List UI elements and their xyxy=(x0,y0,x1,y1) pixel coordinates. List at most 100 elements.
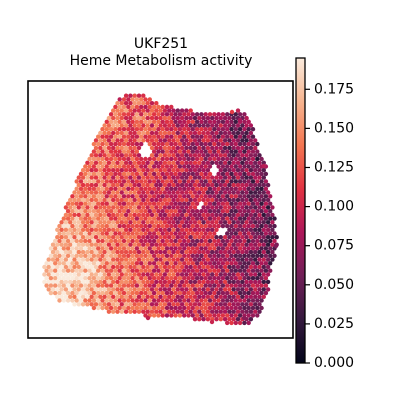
spot xyxy=(91,201,97,206)
spot xyxy=(218,294,223,299)
spot xyxy=(218,182,223,188)
spot xyxy=(248,145,254,151)
spot xyxy=(102,264,107,270)
spot xyxy=(104,283,110,288)
spot xyxy=(134,305,140,311)
spot xyxy=(123,212,129,218)
spot xyxy=(186,261,191,266)
spot xyxy=(156,164,161,169)
spot xyxy=(156,261,161,266)
spot xyxy=(164,283,170,288)
spot xyxy=(212,186,217,191)
spot xyxy=(143,97,148,102)
spot xyxy=(177,149,183,154)
spot xyxy=(117,290,122,296)
spot xyxy=(85,264,90,270)
spot xyxy=(242,164,247,169)
spot xyxy=(169,141,174,147)
spot xyxy=(220,283,226,288)
spot xyxy=(130,253,135,258)
spot xyxy=(231,242,236,247)
spot xyxy=(240,212,245,218)
spot xyxy=(102,205,107,210)
spot xyxy=(104,134,110,139)
spot xyxy=(199,246,204,251)
spot xyxy=(235,175,241,180)
colorbar xyxy=(295,57,306,364)
spot xyxy=(121,268,127,273)
spot xyxy=(143,186,148,191)
spot xyxy=(190,209,195,214)
spot xyxy=(139,186,144,191)
spot xyxy=(147,104,152,110)
spot xyxy=(128,108,133,113)
spot xyxy=(257,220,262,225)
spot xyxy=(235,130,241,136)
spot xyxy=(173,149,178,154)
spot xyxy=(222,160,228,165)
spot xyxy=(89,227,94,232)
spot xyxy=(182,149,187,154)
spot xyxy=(244,145,249,151)
spot xyxy=(87,164,92,169)
spot xyxy=(240,168,245,173)
spot xyxy=(225,134,230,139)
spot xyxy=(119,235,125,240)
spot xyxy=(162,197,168,203)
spot xyxy=(225,201,230,206)
spot xyxy=(194,246,200,251)
spot xyxy=(190,127,195,132)
spot xyxy=(145,212,150,218)
spot xyxy=(83,253,88,258)
spot xyxy=(141,294,146,299)
spot xyxy=(102,227,107,232)
spot xyxy=(78,201,84,206)
spot xyxy=(130,231,135,236)
spot xyxy=(136,168,142,173)
spot xyxy=(227,257,232,262)
spot xyxy=(139,276,144,281)
spot xyxy=(44,283,49,288)
spot xyxy=(158,257,163,262)
spot xyxy=(212,134,217,139)
spot xyxy=(160,276,165,281)
spot xyxy=(83,201,88,206)
spot xyxy=(250,276,256,281)
spot xyxy=(42,264,47,270)
spot xyxy=(235,108,241,113)
spot xyxy=(141,264,146,270)
spot xyxy=(50,249,56,255)
spot xyxy=(139,201,144,206)
spot xyxy=(145,197,150,203)
spot xyxy=(179,264,185,270)
spot xyxy=(63,227,69,232)
spot xyxy=(233,320,238,326)
spot xyxy=(270,205,275,210)
spot xyxy=(100,223,105,229)
spot xyxy=(201,153,206,158)
spot xyxy=(201,294,206,299)
spot xyxy=(53,238,58,244)
spot xyxy=(244,205,249,210)
spot xyxy=(154,160,159,165)
spot xyxy=(227,294,232,299)
spot xyxy=(203,179,208,184)
spot xyxy=(169,216,174,221)
spot xyxy=(179,130,185,136)
spot xyxy=(154,205,159,210)
spot xyxy=(70,223,75,229)
spot xyxy=(231,212,236,218)
spot xyxy=(126,283,131,288)
spot xyxy=(250,238,256,244)
spot xyxy=(72,257,77,262)
spot xyxy=(111,153,116,158)
spot xyxy=(197,227,202,232)
spot xyxy=(78,238,84,244)
spot xyxy=(246,246,251,251)
spot xyxy=(240,294,245,299)
spot xyxy=(132,190,137,195)
spot xyxy=(237,201,243,206)
spot xyxy=(222,197,228,203)
spot xyxy=(197,212,202,218)
spot xyxy=(192,294,198,299)
